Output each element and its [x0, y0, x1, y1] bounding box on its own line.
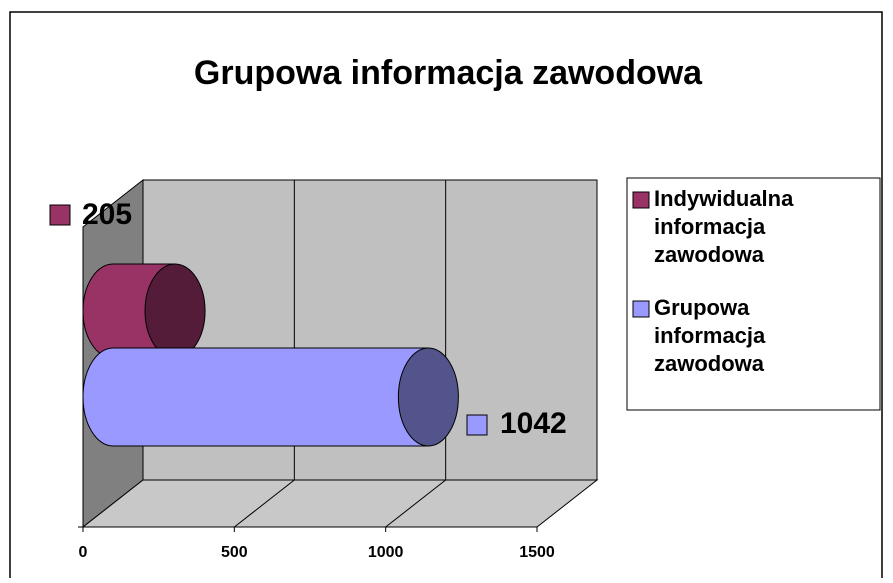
floor-grid-line — [234, 479, 295, 528]
x-tick-label: 500 — [221, 544, 248, 561]
legend-label: Indywidualna informacja zawodowa — [654, 186, 799, 267]
legend-label: Grupowa informacja zawodowa — [654, 295, 771, 376]
cylinder-body — [82, 347, 429, 447]
data-label: 205 — [82, 198, 132, 231]
x-tick-label: 1000 — [368, 544, 404, 561]
label-swatch — [49, 204, 71, 226]
cylinder-cap — [397, 347, 459, 447]
x-tick-label: 1500 — [519, 544, 555, 561]
floor — [81, 479, 599, 528]
label-swatch — [466, 414, 488, 436]
legend-swatch — [632, 191, 650, 209]
floor-grid-line — [385, 479, 446, 528]
chart-title: Grupowa informacja zawodowa — [194, 54, 703, 92]
x-tick-label: 0 — [79, 544, 88, 561]
legend — [626, 177, 881, 411]
cylinder-cap — [144, 263, 206, 359]
data-label: 1042 — [500, 407, 567, 440]
legend-swatch — [632, 300, 650, 318]
